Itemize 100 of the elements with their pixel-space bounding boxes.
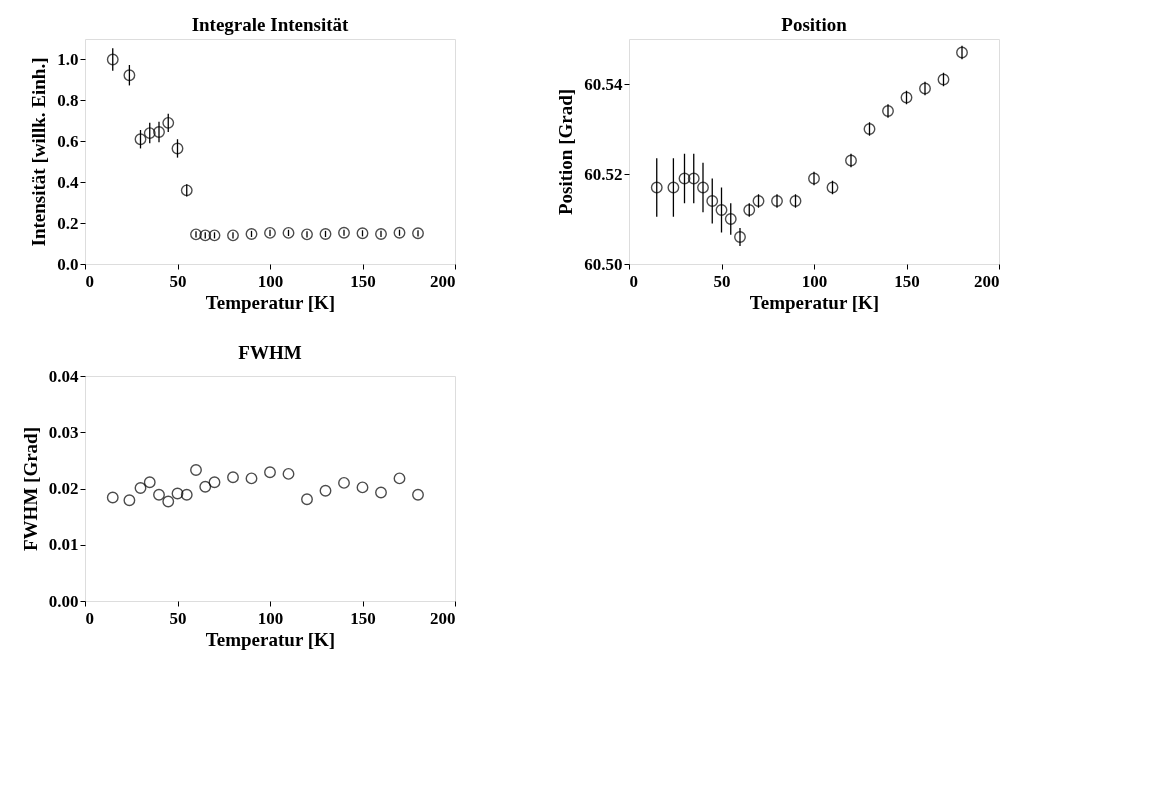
y-axis-title: FWHM [Grad] xyxy=(19,426,41,552)
point xyxy=(338,226,350,239)
point xyxy=(264,466,276,479)
point xyxy=(171,487,184,500)
x-tick-label: 0 xyxy=(85,271,94,291)
x-tick-label: 150 xyxy=(350,608,376,628)
point xyxy=(808,172,820,185)
x-tick-label: 50 xyxy=(169,271,187,291)
x-tick-label: 150 xyxy=(350,271,376,291)
point xyxy=(171,142,184,155)
point xyxy=(734,231,746,243)
point xyxy=(697,181,709,194)
point xyxy=(301,493,313,506)
y-tick-label: 0.6 xyxy=(57,131,79,151)
point xyxy=(245,472,258,485)
point xyxy=(319,228,332,240)
point xyxy=(123,494,136,507)
point xyxy=(706,195,719,207)
point xyxy=(956,46,968,59)
point xyxy=(123,69,136,82)
point xyxy=(162,116,175,129)
point xyxy=(393,472,406,485)
y-axis-title: Position [Grad] xyxy=(555,88,577,216)
point xyxy=(667,181,680,194)
y-tick-label: 0.0 xyxy=(57,254,79,274)
y-tick-label: 0.02 xyxy=(48,479,79,498)
point xyxy=(882,105,894,117)
point xyxy=(826,181,839,194)
y-tick-label: 0.01 xyxy=(48,535,79,555)
point xyxy=(715,204,728,216)
x-tick-label: 200 xyxy=(430,608,456,628)
point xyxy=(375,228,387,240)
y-tick-label: 0.4 xyxy=(57,172,79,192)
point xyxy=(919,82,931,95)
point xyxy=(282,467,295,480)
x-tick-label: 50 xyxy=(169,608,187,628)
point xyxy=(180,184,193,197)
point xyxy=(227,471,239,484)
point xyxy=(687,172,700,185)
point xyxy=(375,486,387,499)
point xyxy=(301,228,313,241)
x-tick-label: 100 xyxy=(257,608,284,628)
y-tick-label: 0.00 xyxy=(48,591,79,611)
x-tick-label: 0 xyxy=(85,608,94,628)
point xyxy=(153,488,165,501)
point xyxy=(180,488,193,501)
x-axis-title: Temperatur [K] xyxy=(749,291,880,313)
point xyxy=(227,229,239,242)
point xyxy=(393,226,406,239)
point xyxy=(245,228,258,240)
point xyxy=(190,228,202,241)
point xyxy=(106,491,119,504)
point xyxy=(208,476,221,489)
point xyxy=(199,480,212,493)
x-axis-title: Temperatur [K] xyxy=(205,291,336,313)
x-tick-label: 100 xyxy=(801,271,828,291)
point xyxy=(743,204,756,216)
y-tick-label: 60.54 xyxy=(584,74,623,94)
point xyxy=(134,482,147,494)
point xyxy=(752,195,765,207)
point xyxy=(724,213,737,225)
point xyxy=(319,484,332,497)
point xyxy=(937,73,950,86)
x-tick-label: 200 xyxy=(430,271,456,291)
point xyxy=(863,123,876,135)
y-tick-label: 60.50 xyxy=(584,254,623,274)
point xyxy=(845,154,857,167)
chart-title: FWHM xyxy=(238,342,302,363)
point xyxy=(338,476,350,489)
point xyxy=(153,126,165,138)
y-tick-label: 0.8 xyxy=(57,90,79,110)
point xyxy=(106,53,119,66)
x-axis-title: Temperatur [K] xyxy=(205,628,336,650)
point xyxy=(282,226,295,239)
point xyxy=(134,133,147,146)
chart-title: Position xyxy=(781,14,848,35)
point xyxy=(264,226,276,239)
point xyxy=(900,91,913,104)
point xyxy=(199,229,212,242)
point xyxy=(356,227,369,240)
x-tick-label: 200 xyxy=(974,271,1000,291)
y-tick-label: 60.52 xyxy=(584,164,623,184)
point xyxy=(190,464,202,476)
point xyxy=(771,195,783,207)
x-tick-label: 100 xyxy=(257,271,284,291)
x-tick-label: 0 xyxy=(629,271,638,291)
point xyxy=(789,195,802,207)
point xyxy=(412,227,424,240)
point xyxy=(143,476,156,489)
y-tick-label: 0.2 xyxy=(57,213,79,233)
point xyxy=(650,181,663,194)
y-axis-title: Intensität [willk. Einh.] xyxy=(28,57,50,247)
y-tick-label: 0.03 xyxy=(48,422,79,442)
point xyxy=(208,229,221,242)
point xyxy=(412,488,424,501)
point xyxy=(678,172,691,185)
x-tick-label: 50 xyxy=(713,271,731,291)
x-tick-label: 150 xyxy=(894,271,920,291)
y-tick-label: 1.0 xyxy=(57,49,79,69)
y-tick-label: 0.04 xyxy=(48,366,79,386)
